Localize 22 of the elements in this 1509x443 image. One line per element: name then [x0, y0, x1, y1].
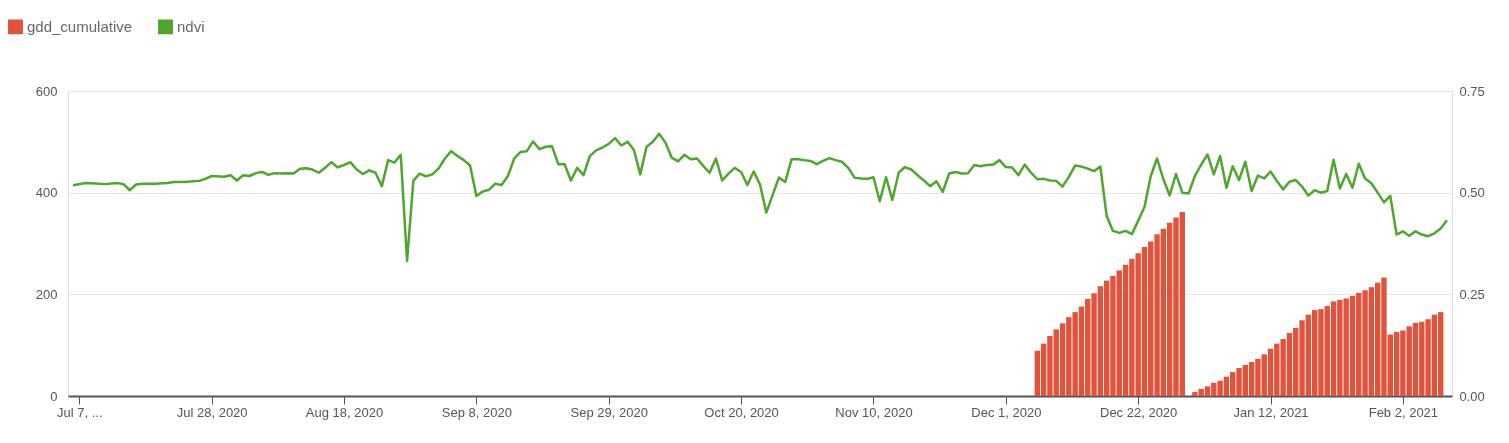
x-tick-label: Jan 12, 2021	[1233, 404, 1309, 420]
y2-tick-label: 0.75	[1459, 83, 1485, 99]
x-tick-label: Sep 8, 2020	[441, 404, 512, 420]
x-tick-label: Jul 7, ...	[57, 404, 103, 420]
x-tick-label: Nov 10, 2020	[835, 404, 913, 420]
line-series	[71, 132, 1449, 263]
x-tick-label: Jul 28, 2020	[176, 404, 248, 420]
legend-label: gdd_cumulative	[27, 17, 133, 35]
x-tick-label: Sep 29, 2020	[570, 404, 648, 420]
x-tick-label: Aug 18, 2020	[305, 404, 384, 420]
y-tick-label: 200	[35, 286, 58, 302]
y-tick-label: 0	[50, 388, 58, 404]
y2-tick-label: 0.50	[1459, 185, 1485, 201]
x-tick-label: Dec 22, 2020	[1099, 404, 1178, 420]
y-tick-label: 400	[35, 185, 58, 201]
y2-tick-label: 0.25	[1459, 286, 1485, 302]
x-tick-label: Oct 20, 2020	[704, 404, 779, 420]
y2-tick-label: 0.00	[1459, 388, 1485, 404]
x-tick-label: Feb 2, 2021	[1368, 404, 1439, 420]
legend-label: ndvi	[177, 17, 205, 35]
y-tick-label: 600	[35, 83, 58, 99]
x-tick-label: Dec 1, 2020	[971, 404, 1042, 420]
